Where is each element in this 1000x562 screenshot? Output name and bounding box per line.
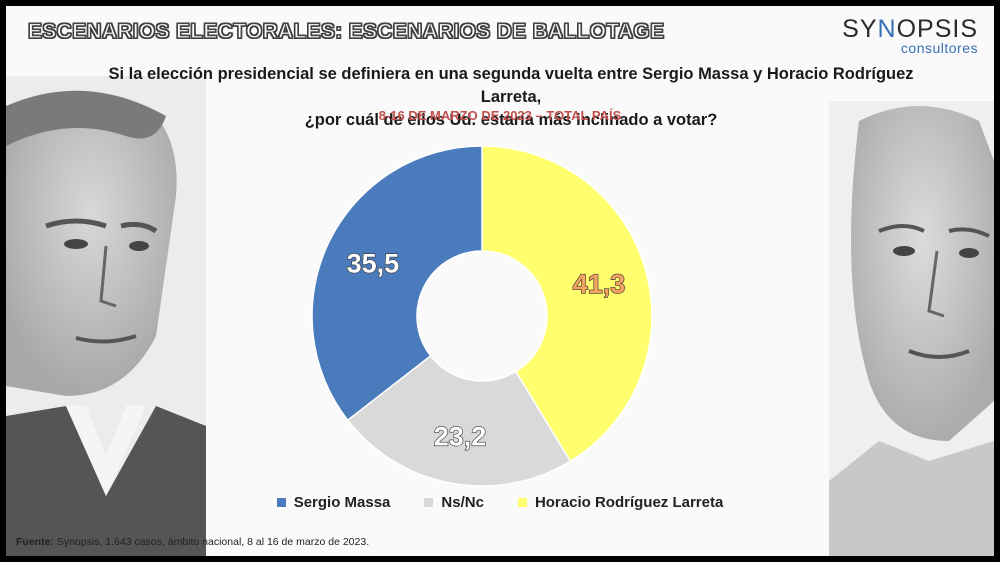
survey-dates: 8-16 DE MARZO DE 2023 – TOTAL PAÍS <box>378 108 622 123</box>
slide: ESCENARIOS ELECTORALES: ESCENARIOS DE BA… <box>6 6 994 556</box>
survey-question: Si la elección presidencial se definiera… <box>76 63 946 132</box>
donut-chart: 41,3 23,2 35,5 <box>311 145 653 487</box>
synopsis-logo: SYNOPSIS consultores <box>842 16 978 56</box>
legend-label: Ns/Nc <box>441 494 484 511</box>
chart-legend: Sergio Massa Ns/Nc Horacio Rodríguez Larre… <box>6 494 994 511</box>
logo-subtitle: consultores <box>900 40 978 56</box>
question-line-2: ¿por cuál de ellos Ud. estaría más incli… <box>304 111 718 129</box>
donut-slice-sergio-massa <box>311 145 483 422</box>
legend-label: Horacio Rodríguez Larreta <box>534 494 724 511</box>
donut-label-sergio-massa: 35,5 <box>347 249 400 279</box>
legend-swatch <box>517 498 527 507</box>
source-note: Fuente: Synopsis, 1.643 casos, ámbito na… <box>16 536 370 548</box>
legend-swatch <box>424 498 434 507</box>
question-line-1: Si la elección presidencial se definiera… <box>108 65 914 106</box>
legend-swatch <box>276 498 286 507</box>
sergio-massa-photo <box>6 76 206 556</box>
legend-item-ns-nc: Ns/Nc <box>424 494 484 511</box>
legend-label: Sergio Massa <box>293 494 391 511</box>
donut-slice-ns-nc <box>346 354 572 487</box>
donut-slice-horacio-rodr-guez-larreta <box>481 145 653 463</box>
legend-item-sergio-massa: Sergio Massa <box>276 494 391 511</box>
legend-item-horacio-rodr-guez-larreta: Horacio Rodríguez Larreta <box>517 494 724 511</box>
logo-name: SYNOPSIS <box>842 15 978 43</box>
donut-label-horacio-rodr-guez-larreta: 41,3 <box>573 269 626 299</box>
horacio-rodriguez-larreta-photo <box>829 101 994 556</box>
donut-label-ns-nc: 23,2 <box>434 421 487 451</box>
page-title: ESCENARIOS ELECTORALES: ESCENARIOS DE BA… <box>27 19 665 43</box>
